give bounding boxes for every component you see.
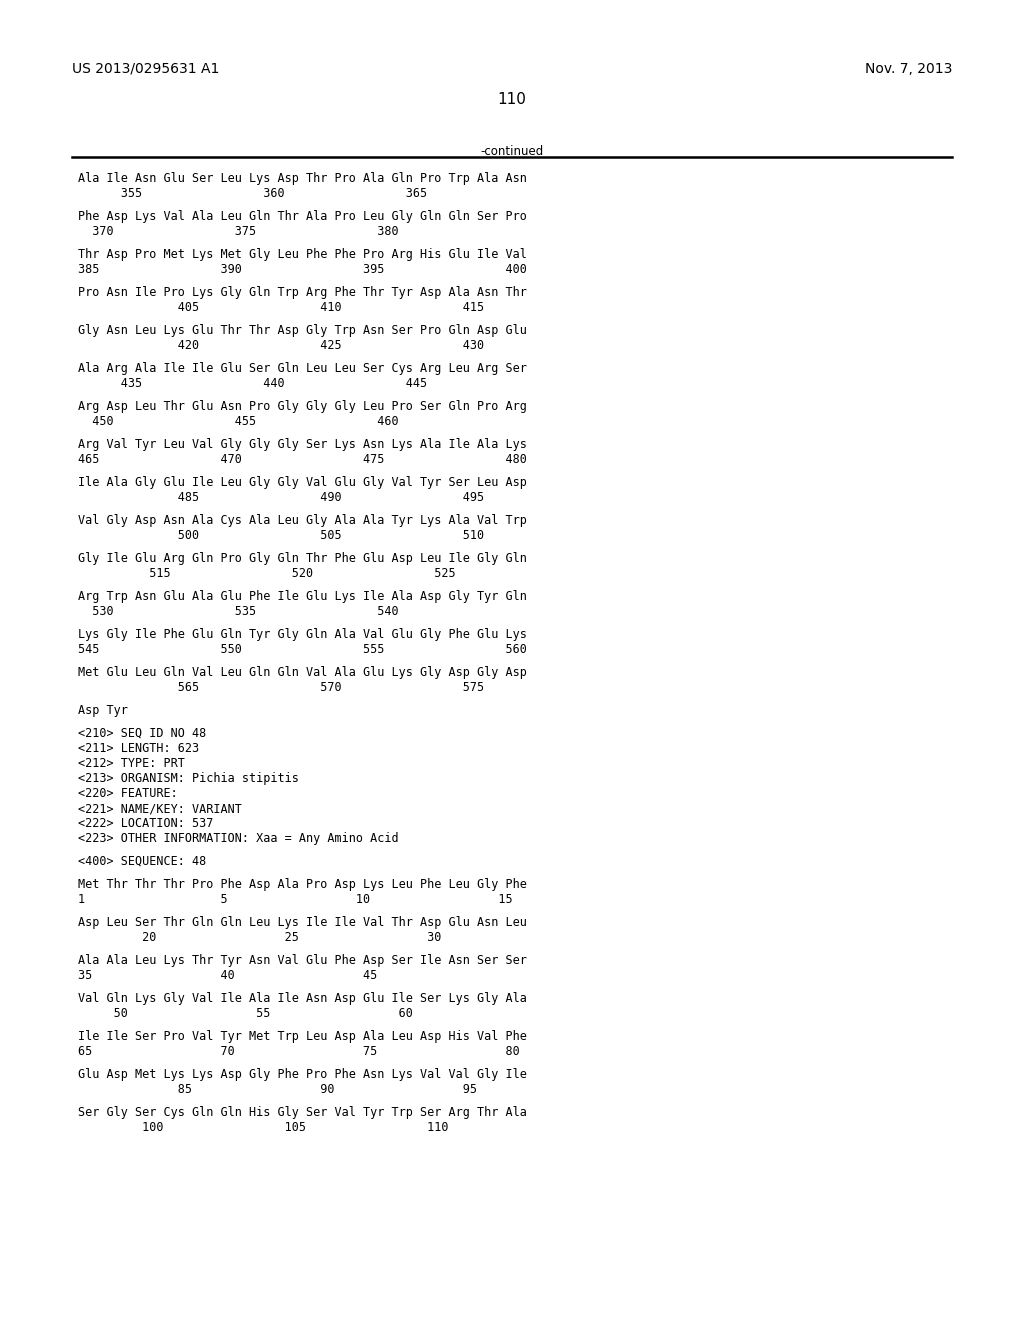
- Text: Arg Asp Leu Thr Glu Asn Pro Gly Gly Gly Leu Pro Ser Gln Pro Arg: Arg Asp Leu Thr Glu Asn Pro Gly Gly Gly …: [78, 400, 527, 413]
- Text: -continued: -continued: [480, 145, 544, 158]
- Text: 465                 470                 475                 480: 465 470 475 480: [78, 453, 527, 466]
- Text: 85                  90                  95: 85 90 95: [78, 1082, 477, 1096]
- Text: 35                  40                  45: 35 40 45: [78, 969, 377, 982]
- Text: Ala Arg Ala Ile Ile Glu Ser Gln Leu Leu Ser Cys Arg Leu Arg Ser: Ala Arg Ala Ile Ile Glu Ser Gln Leu Leu …: [78, 362, 527, 375]
- Text: Val Gly Asp Asn Ala Cys Ala Leu Gly Ala Ala Tyr Lys Ala Val Trp: Val Gly Asp Asn Ala Cys Ala Leu Gly Ala …: [78, 513, 527, 527]
- Text: <211> LENGTH: 623: <211> LENGTH: 623: [78, 742, 199, 755]
- Text: Ile Ile Ser Pro Val Tyr Met Trp Leu Asp Ala Leu Asp His Val Phe: Ile Ile Ser Pro Val Tyr Met Trp Leu Asp …: [78, 1030, 527, 1043]
- Text: Gly Ile Glu Arg Gln Pro Gly Gln Thr Phe Glu Asp Leu Ile Gly Gln: Gly Ile Glu Arg Gln Pro Gly Gln Thr Phe …: [78, 552, 527, 565]
- Text: Met Thr Thr Thr Pro Phe Asp Ala Pro Asp Lys Leu Phe Leu Gly Phe: Met Thr Thr Thr Pro Phe Asp Ala Pro Asp …: [78, 878, 527, 891]
- Text: 435                 440                 445: 435 440 445: [78, 378, 427, 389]
- Text: Asp Tyr: Asp Tyr: [78, 704, 128, 717]
- Text: <213> ORGANISM: Pichia stipitis: <213> ORGANISM: Pichia stipitis: [78, 772, 299, 785]
- Text: 65                  70                  75                  80: 65 70 75 80: [78, 1045, 520, 1059]
- Text: US 2013/0295631 A1: US 2013/0295631 A1: [72, 62, 219, 77]
- Text: Phe Asp Lys Val Ala Leu Gln Thr Ala Pro Leu Gly Gln Gln Ser Pro: Phe Asp Lys Val Ala Leu Gln Thr Ala Pro …: [78, 210, 527, 223]
- Text: Pro Asn Ile Pro Lys Gly Gln Trp Arg Phe Thr Tyr Asp Ala Asn Thr: Pro Asn Ile Pro Lys Gly Gln Trp Arg Phe …: [78, 286, 527, 300]
- Text: 20                  25                  30: 20 25 30: [78, 931, 441, 944]
- Text: Gly Asn Leu Lys Glu Thr Thr Asp Gly Trp Asn Ser Pro Gln Asp Glu: Gly Asn Leu Lys Glu Thr Thr Asp Gly Trp …: [78, 323, 527, 337]
- Text: 500                 505                 510: 500 505 510: [78, 529, 484, 543]
- Text: 565                 570                 575: 565 570 575: [78, 681, 484, 694]
- Text: 1                   5                  10                  15: 1 5 10 15: [78, 894, 513, 906]
- Text: Glu Asp Met Lys Lys Asp Gly Phe Pro Phe Asn Lys Val Val Gly Ile: Glu Asp Met Lys Lys Asp Gly Phe Pro Phe …: [78, 1068, 527, 1081]
- Text: 385                 390                 395                 400: 385 390 395 400: [78, 263, 527, 276]
- Text: Met Glu Leu Gln Val Leu Gln Gln Val Ala Glu Lys Gly Asp Gly Asp: Met Glu Leu Gln Val Leu Gln Gln Val Ala …: [78, 667, 527, 678]
- Text: 100                 105                 110: 100 105 110: [78, 1121, 449, 1134]
- Text: Ile Ala Gly Glu Ile Leu Gly Gly Val Glu Gly Val Tyr Ser Leu Asp: Ile Ala Gly Glu Ile Leu Gly Gly Val Glu …: [78, 477, 527, 488]
- Text: Ala Ile Asn Glu Ser Leu Lys Asp Thr Pro Ala Gln Pro Trp Ala Asn: Ala Ile Asn Glu Ser Leu Lys Asp Thr Pro …: [78, 172, 527, 185]
- Text: 530                 535                 540: 530 535 540: [78, 605, 398, 618]
- Text: 405                 410                 415: 405 410 415: [78, 301, 484, 314]
- Text: Arg Val Tyr Leu Val Gly Gly Gly Ser Lys Asn Lys Ala Ile Ala Lys: Arg Val Tyr Leu Val Gly Gly Gly Ser Lys …: [78, 438, 527, 451]
- Text: Ser Gly Ser Cys Gln Gln His Gly Ser Val Tyr Trp Ser Arg Thr Ala: Ser Gly Ser Cys Gln Gln His Gly Ser Val …: [78, 1106, 527, 1119]
- Text: 370                 375                 380: 370 375 380: [78, 224, 398, 238]
- Text: Val Gln Lys Gly Val Ile Ala Ile Asn Asp Glu Ile Ser Lys Gly Ala: Val Gln Lys Gly Val Ile Ala Ile Asn Asp …: [78, 993, 527, 1005]
- Text: <222> LOCATION: 537: <222> LOCATION: 537: [78, 817, 213, 830]
- Text: 485                 490                 495: 485 490 495: [78, 491, 484, 504]
- Text: 50                  55                  60: 50 55 60: [78, 1007, 413, 1020]
- Text: <221> NAME/KEY: VARIANT: <221> NAME/KEY: VARIANT: [78, 803, 242, 814]
- Text: <210> SEQ ID NO 48: <210> SEQ ID NO 48: [78, 727, 206, 741]
- Text: Nov. 7, 2013: Nov. 7, 2013: [864, 62, 952, 77]
- Text: Lys Gly Ile Phe Glu Gln Tyr Gly Gln Ala Val Glu Gly Phe Glu Lys: Lys Gly Ile Phe Glu Gln Tyr Gly Gln Ala …: [78, 628, 527, 642]
- Text: 450                 455                 460: 450 455 460: [78, 414, 398, 428]
- Text: 110: 110: [498, 92, 526, 107]
- Text: <223> OTHER INFORMATION: Xaa = Any Amino Acid: <223> OTHER INFORMATION: Xaa = Any Amino…: [78, 832, 398, 845]
- Text: <212> TYPE: PRT: <212> TYPE: PRT: [78, 756, 185, 770]
- Text: Arg Trp Asn Glu Ala Glu Phe Ile Glu Lys Ile Ala Asp Gly Tyr Gln: Arg Trp Asn Glu Ala Glu Phe Ile Glu Lys …: [78, 590, 527, 603]
- Text: Ala Ala Leu Lys Thr Tyr Asn Val Glu Phe Asp Ser Ile Asn Ser Ser: Ala Ala Leu Lys Thr Tyr Asn Val Glu Phe …: [78, 954, 527, 968]
- Text: 355                 360                 365: 355 360 365: [78, 187, 427, 201]
- Text: Asp Leu Ser Thr Gln Gln Leu Lys Ile Ile Val Thr Asp Glu Asn Leu: Asp Leu Ser Thr Gln Gln Leu Lys Ile Ile …: [78, 916, 527, 929]
- Text: 515                 520                 525: 515 520 525: [78, 568, 456, 579]
- Text: <400> SEQUENCE: 48: <400> SEQUENCE: 48: [78, 855, 206, 869]
- Text: 545                 550                 555                 560: 545 550 555 560: [78, 643, 527, 656]
- Text: <220> FEATURE:: <220> FEATURE:: [78, 787, 178, 800]
- Text: 420                 425                 430: 420 425 430: [78, 339, 484, 352]
- Text: Thr Asp Pro Met Lys Met Gly Leu Phe Phe Pro Arg His Glu Ile Val: Thr Asp Pro Met Lys Met Gly Leu Phe Phe …: [78, 248, 527, 261]
